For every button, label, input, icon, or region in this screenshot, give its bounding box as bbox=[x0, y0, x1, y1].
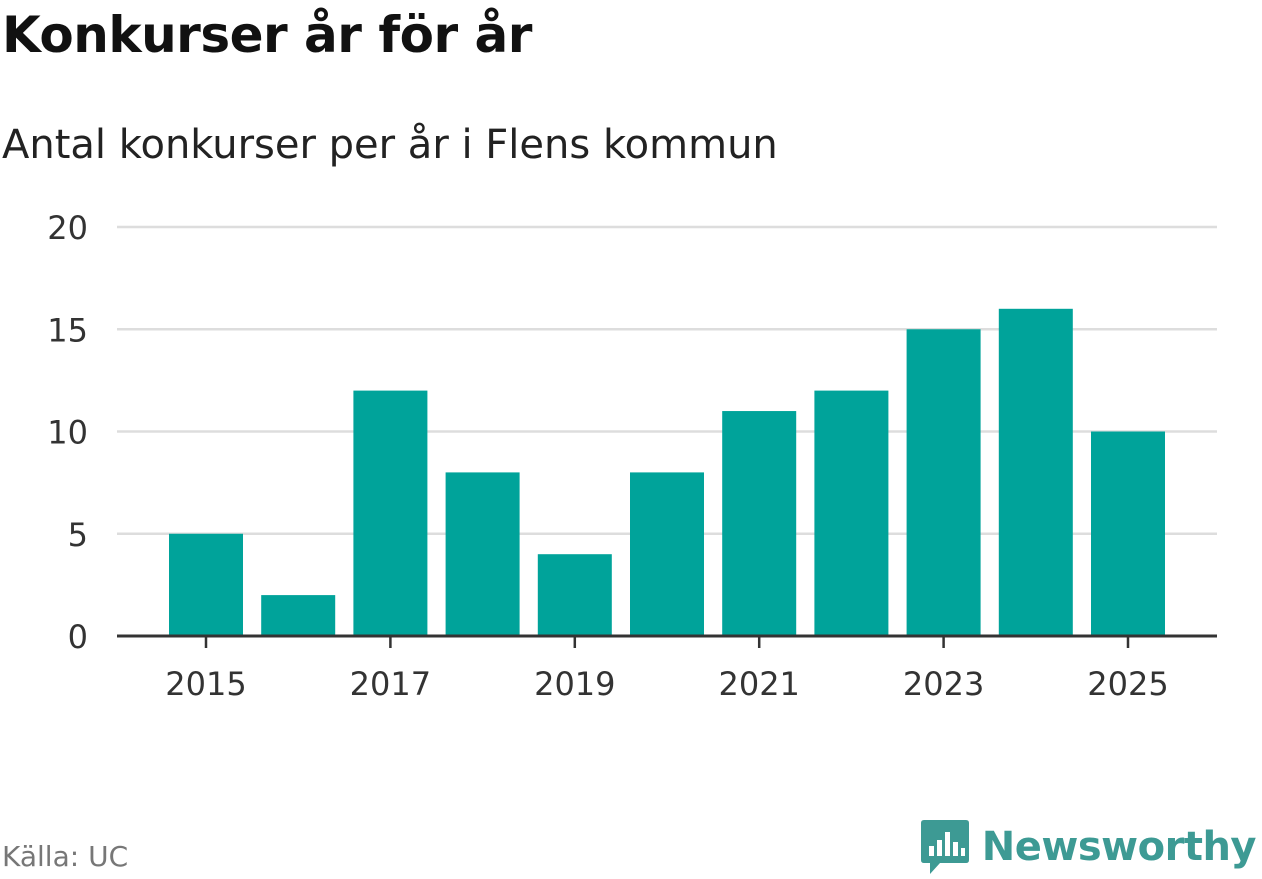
x-tick-label: 2023 bbox=[903, 665, 984, 703]
brand-name: Newsworthy bbox=[981, 824, 1257, 870]
x-tick-label: 2019 bbox=[534, 665, 615, 703]
x-tick-label: 2017 bbox=[350, 665, 431, 703]
chart-subtitle: Antal konkurser per år i Flens kommun bbox=[2, 122, 778, 168]
y-tick-label: 10 bbox=[47, 414, 88, 452]
bars bbox=[169, 308, 1165, 636]
bar-2020 bbox=[630, 472, 704, 636]
bar-2018 bbox=[445, 472, 520, 636]
bar-chart: 0 5 10 15 20 2015 2017 2019 2021 2023 2025 bbox=[47, 209, 1217, 703]
x-tick-label: 2025 bbox=[1087, 665, 1168, 703]
y-tick-label: 5 bbox=[68, 516, 88, 554]
newsworthy-logo-icon bbox=[920, 820, 969, 874]
bar-2022 bbox=[814, 390, 889, 636]
bar-2016 bbox=[261, 595, 336, 636]
source-note: Källa: UC bbox=[2, 840, 129, 873]
y-tick-label: 20 bbox=[47, 209, 88, 247]
bar-2023 bbox=[906, 329, 981, 636]
bar-2025 bbox=[1091, 431, 1165, 636]
x-tick-label: 2015 bbox=[165, 665, 246, 703]
bar-2015 bbox=[169, 533, 243, 636]
bar-2021 bbox=[722, 411, 797, 636]
x-axis-ticks: 2015 2017 2019 2021 2023 2025 bbox=[165, 636, 1169, 703]
x-tick-label: 2021 bbox=[718, 665, 799, 703]
brand[interactable]: Newsworthy bbox=[920, 818, 1257, 876]
y-tick-label: 15 bbox=[47, 311, 88, 349]
y-axis-ticks: 0 5 10 15 20 bbox=[47, 209, 88, 656]
chart-title: Konkurser år för år bbox=[2, 6, 532, 64]
bar-2019 bbox=[537, 554, 612, 636]
y-tick-label: 0 bbox=[68, 618, 88, 656]
bar-2017 bbox=[353, 390, 428, 636]
bar-2024 bbox=[998, 308, 1073, 636]
